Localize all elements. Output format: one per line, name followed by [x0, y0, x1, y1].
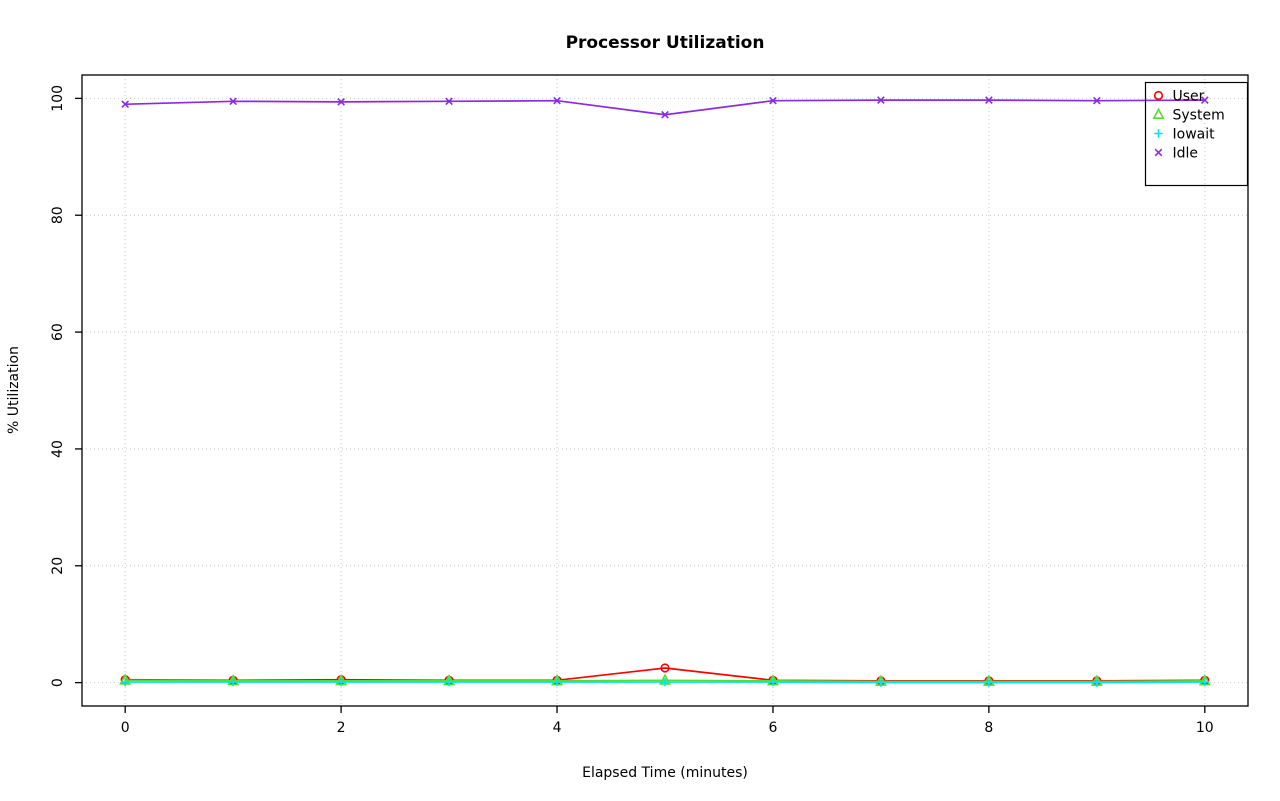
data-series	[119, 96, 1211, 687]
y-axis-label: % Utilization	[6, 346, 22, 434]
chart-title: Processor Utilization	[566, 33, 765, 53]
plus-marker	[336, 677, 346, 687]
x-tick-label: 6	[769, 720, 778, 736]
x-marker	[1200, 96, 1209, 104]
x-tick-label: 0	[121, 720, 130, 736]
legend-item-user: User	[1153, 89, 1205, 105]
x-marker	[229, 97, 237, 106]
x-marker	[553, 96, 561, 105]
x-marker	[877, 96, 885, 104]
x-marker	[337, 98, 345, 106]
legend-label: System	[1173, 108, 1225, 124]
x-tick-label: 10	[1196, 720, 1214, 736]
legend-label: Iowait	[1173, 127, 1216, 143]
y-tick-label: 20	[50, 557, 66, 575]
plus-marker	[660, 677, 670, 687]
legend-box	[1144, 81, 1249, 187]
x-marker	[1093, 96, 1101, 105]
y-tick-label: 0	[50, 678, 66, 687]
x-marker	[661, 110, 669, 119]
x-tick-label: 8	[984, 720, 993, 736]
x-marker	[1154, 148, 1163, 157]
series-line-idle	[125, 99, 1205, 116]
plus-marker	[1092, 678, 1102, 687]
series-iowait	[120, 677, 1210, 687]
plot-border	[81, 74, 1249, 707]
plus-marker	[1200, 677, 1210, 687]
plus-marker	[552, 677, 562, 687]
circle-marker	[660, 663, 670, 673]
x-marker	[769, 96, 777, 105]
legend-label: User	[1173, 89, 1205, 105]
plus-marker	[228, 677, 238, 687]
legend-item-idle: Idle	[1154, 146, 1199, 162]
x-marker	[121, 100, 130, 109]
circle-marker	[1153, 90, 1164, 101]
grid-lines	[82, 75, 1248, 706]
x-tick-label: 4	[553, 720, 562, 736]
legend-item-system: System	[1152, 107, 1225, 124]
plus-marker	[768, 677, 778, 687]
x-tick-label: 2	[337, 720, 346, 736]
plus-marker	[1154, 129, 1163, 138]
triangle-marker	[1152, 107, 1165, 119]
x-marker	[445, 97, 453, 106]
legend: User System Iowait Idle	[1144, 81, 1249, 187]
y-tick-label: 100	[50, 85, 66, 112]
y-tick-label: 40	[50, 440, 66, 458]
series-idle	[121, 96, 1209, 119]
legend-item-iowait: Iowait	[1154, 127, 1215, 143]
legend-label: Idle	[1173, 146, 1199, 162]
plus-marker	[876, 678, 886, 687]
y-tick-label: 80	[50, 206, 66, 224]
x-marker	[985, 96, 993, 104]
x-axis-label: Elapsed Time (minutes)	[582, 765, 748, 781]
plus-marker	[984, 678, 994, 687]
plus-marker	[444, 677, 454, 687]
y-tick-label: 60	[50, 323, 66, 341]
plus-marker	[120, 677, 130, 687]
